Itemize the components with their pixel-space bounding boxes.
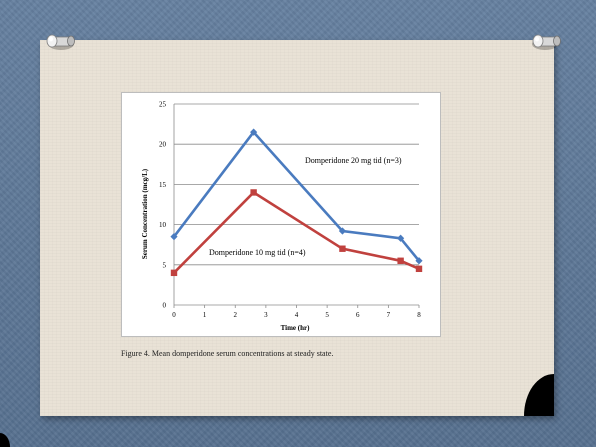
x-tick-label: 5 [325,311,329,319]
data-point-diamond [170,233,178,241]
figure-caption: Figure 4. Mean domperidone serum concent… [121,349,334,358]
data-point-square [170,269,178,277]
pushpin-icon [46,34,75,50]
y-axis-label: Serum Concentration (mcg/L) [141,168,149,259]
series-label-bg [300,154,424,167]
x-tick-label: 2 [234,311,238,319]
corner-shadow [0,433,10,447]
chart-panel: 0 5 10 15 20 25 0 1 2 3 4 5 6 7 8 Serum Concentration … [121,92,441,337]
data-point-square [397,257,404,264]
x-tick-label: 8 [417,311,421,319]
x-tick-label: 4 [295,311,299,319]
series-label-bg [205,246,333,259]
series-line-0 [172,130,421,262]
y-tick-label: 25 [159,101,167,109]
data-point-diamond [397,234,405,242]
x-tick-label: 3 [264,311,268,319]
data-point-diamond [250,128,258,136]
y-tick-label: 10 [159,221,167,229]
line-chart: 0 5 10 15 20 25 0 1 2 3 4 5 6 7 8 Serum Concentration … [141,101,424,332]
data-point-square [250,189,257,196]
x-tick-label: 0 [172,311,176,319]
x-tick-label: 7 [387,311,391,319]
data-point-diamond [415,257,423,265]
y-tick-label: 20 [159,141,167,149]
y-tick-label: 15 [159,181,167,189]
data-point-square [415,265,423,273]
page-curl [524,374,554,416]
data-point-diamond [338,227,347,235]
pushpin-icon [532,34,561,50]
x-tick-label: 1 [203,311,207,319]
series-line-1 [173,190,420,274]
y-tick-label: 0 [163,302,167,310]
y-tick-label: 5 [163,261,167,269]
x-tick-label: 6 [356,311,360,319]
series-label-20mg: Domperidone 20 mg tid (n=3) [305,156,402,165]
data-point-square [339,245,346,252]
series-label-10mg: Domperidone 10 mg tid (n=4) [209,248,306,257]
x-axis-label: Time (hr) [281,324,311,332]
